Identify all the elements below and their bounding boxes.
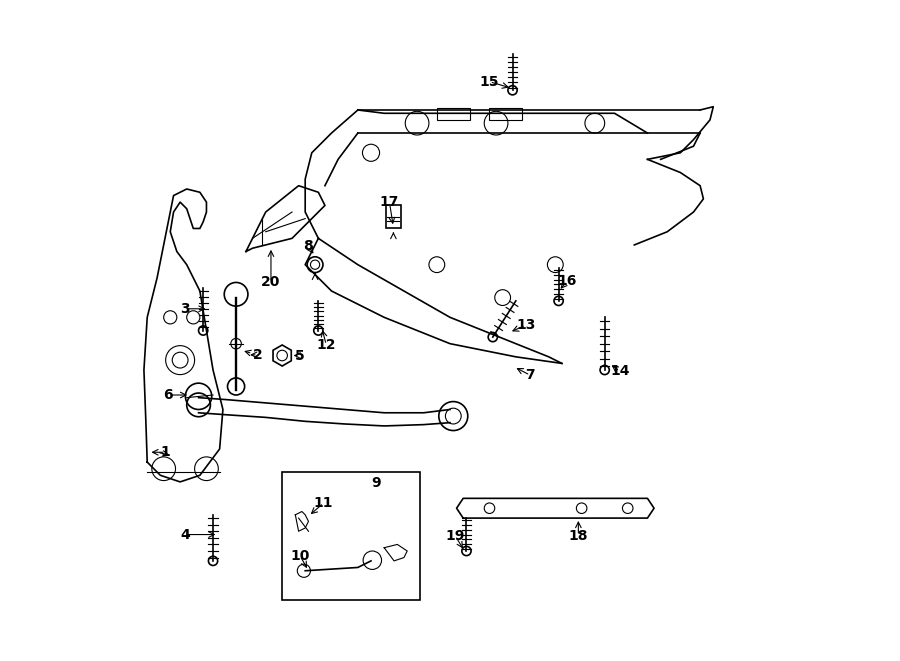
Text: 5: 5 (295, 348, 305, 362)
Text: 1: 1 (161, 446, 170, 459)
Text: 9: 9 (372, 476, 381, 490)
Bar (386, 206, 400, 229)
Text: 12: 12 (317, 338, 336, 352)
Text: 16: 16 (557, 274, 577, 288)
Text: 17: 17 (380, 195, 399, 209)
Text: 15: 15 (480, 75, 500, 89)
Text: 10: 10 (290, 549, 310, 563)
Bar (490, 108, 522, 120)
Text: 7: 7 (526, 368, 536, 382)
Text: 19: 19 (446, 529, 465, 543)
Text: 4: 4 (181, 527, 190, 541)
Text: 6: 6 (164, 388, 173, 402)
Bar (283, 472, 420, 600)
Text: 18: 18 (569, 529, 588, 543)
Text: 13: 13 (516, 318, 536, 332)
Text: 14: 14 (610, 364, 630, 378)
Text: 3: 3 (181, 302, 190, 316)
Text: 8: 8 (303, 239, 313, 253)
Text: 11: 11 (314, 496, 333, 510)
Text: 2: 2 (253, 348, 263, 362)
Text: 20: 20 (261, 276, 281, 290)
Bar (436, 108, 470, 120)
